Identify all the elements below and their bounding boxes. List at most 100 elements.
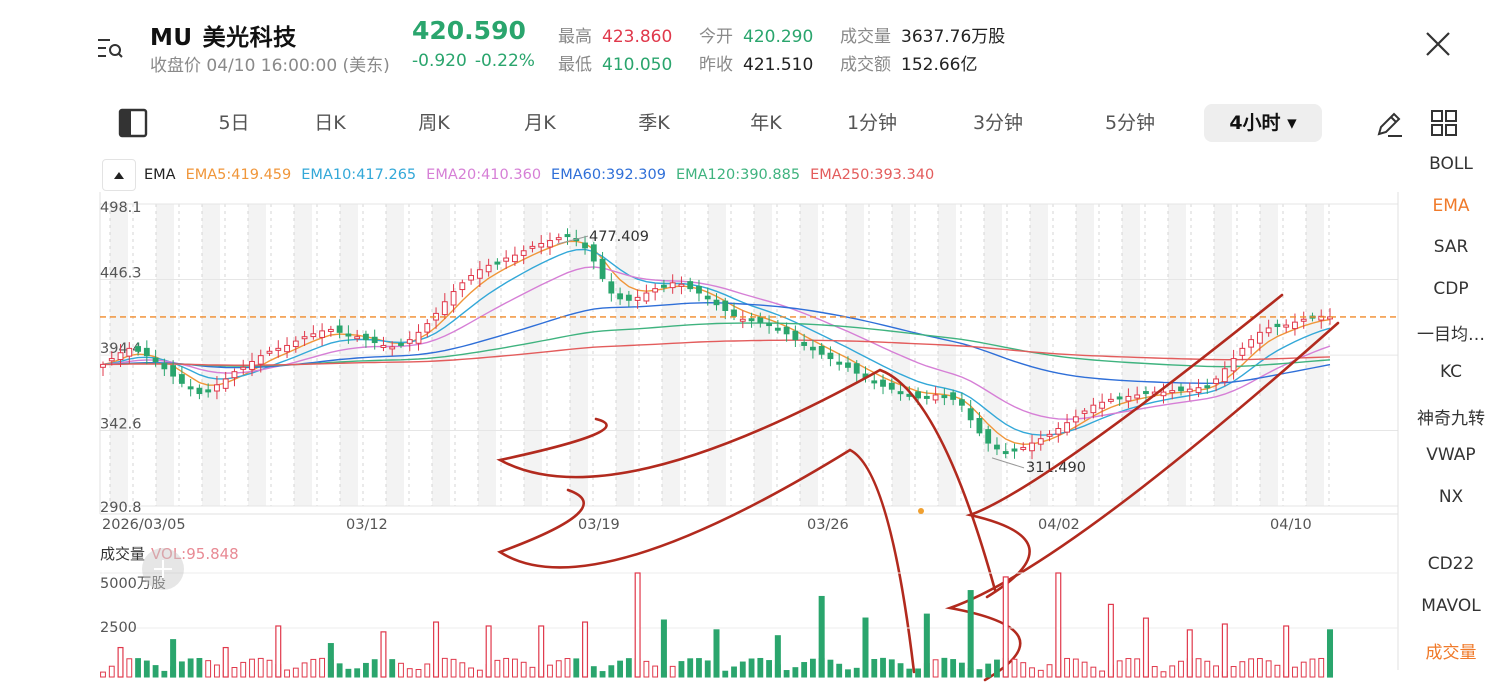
candle-body	[284, 344, 290, 353]
volume-bar	[389, 659, 396, 678]
candle-body	[117, 352, 124, 360]
candle-body	[406, 339, 413, 344]
indicator-option[interactable]: 一目均…	[1417, 325, 1485, 346]
ticker-symbol: MU	[150, 25, 193, 51]
stat-label: 最低	[558, 55, 592, 75]
indicator-option[interactable]: KC	[1439, 362, 1463, 382]
volume-bar	[468, 667, 475, 678]
volume-bar	[608, 665, 615, 678]
candle-body	[1248, 339, 1255, 348]
legend-item-ema: EMA250:393.340	[810, 167, 935, 183]
candle-body	[345, 333, 352, 337]
indicator-option[interactable]: 成交量	[1425, 643, 1477, 663]
indicator-option[interactable]: MAVOL	[1421, 596, 1481, 616]
volume-bar	[1107, 603, 1114, 678]
volume-bar	[1256, 658, 1263, 678]
candle-body	[774, 327, 781, 331]
volume-bar	[441, 657, 448, 678]
tab-5[interactable]: 年K	[750, 112, 782, 134]
candle-body	[564, 234, 571, 238]
candle-body	[1221, 368, 1228, 383]
indicator-option[interactable]: CDP	[1433, 278, 1469, 299]
tab-0[interactable]: 5日	[218, 112, 250, 134]
indicator-option[interactable]: 神奇九转	[1417, 408, 1485, 429]
candle-body	[1292, 321, 1298, 330]
trendline-annotation	[944, 321, 1340, 682]
candle-body	[1116, 396, 1123, 400]
volume-bar	[1230, 666, 1237, 678]
layout-toggle-icon[interactable]	[118, 108, 148, 138]
tab-2[interactable]: 周K	[418, 112, 450, 134]
volume-bar	[503, 657, 510, 678]
legend-item-ema: EMA5:419.459	[185, 167, 292, 183]
add-indicator-button[interactable]	[142, 548, 184, 590]
indicator-option[interactable]: NX	[1438, 486, 1464, 507]
stat-value: 3637.76万股	[901, 27, 1006, 47]
grid-layout-icon[interactable]	[1430, 109, 1458, 137]
candle-body	[1283, 324, 1290, 328]
volume-bar	[1090, 666, 1097, 678]
volume-bar	[406, 668, 413, 678]
volume-bar	[1309, 658, 1316, 678]
indicator-option[interactable]: CD22	[1427, 554, 1475, 574]
volume-bar	[476, 669, 483, 678]
candle-body	[1186, 388, 1193, 393]
indicator-option[interactable]: BOLL	[1429, 154, 1473, 174]
volume-bar	[1142, 617, 1149, 678]
candle-body	[389, 346, 396, 350]
volume-bar	[757, 657, 764, 678]
candle-body	[1107, 398, 1114, 402]
volume-bar	[512, 658, 518, 678]
volume-bar	[1265, 660, 1272, 678]
tab-6[interactable]: 1分钟	[846, 112, 898, 134]
candle-body	[950, 392, 957, 400]
candle-body	[1160, 391, 1167, 397]
candle-body	[678, 283, 685, 287]
volume-bar	[415, 669, 422, 678]
candle-body	[108, 358, 115, 362]
x-tick-label: 03/26	[807, 517, 849, 533]
collapse-legend-button[interactable]	[102, 159, 136, 191]
indicator-option[interactable]: VWAP	[1426, 445, 1476, 466]
stat-value: 421.510	[743, 55, 814, 75]
stat-2: 今开 420.290	[699, 22, 813, 47]
tab-7[interactable]: 3分钟	[972, 112, 1024, 134]
draw-pen-icon[interactable]	[1374, 109, 1404, 139]
candle-body	[976, 417, 983, 434]
candle-body	[880, 379, 886, 387]
candle-body	[967, 408, 974, 421]
tab-9[interactable]: 4小时 ▾	[1204, 104, 1322, 142]
candle-body	[152, 357, 159, 362]
indicator-option[interactable]: SAR	[1433, 237, 1469, 258]
candle-body	[178, 374, 185, 384]
candle-body	[555, 237, 562, 241]
volume-bar	[1283, 625, 1290, 678]
volume-bar	[205, 660, 212, 678]
candle-body	[1002, 451, 1009, 455]
volume-bar	[275, 625, 282, 678]
candlestick-chart[interactable]: 498.1446.3394.4342.6290.8477.409311.4902…	[0, 190, 1402, 691]
x-tick-label: 2026/03/05	[102, 517, 186, 533]
candle-body	[126, 347, 133, 357]
candle-body	[1256, 331, 1263, 344]
tab-1[interactable]: 日K	[314, 112, 346, 134]
volume-bar	[906, 668, 913, 678]
volume-title: 成交量	[100, 545, 146, 563]
candle-body	[582, 242, 588, 249]
close-icon[interactable]	[1424, 30, 1452, 58]
ema-line	[102, 248, 1331, 436]
volume-bar	[1169, 665, 1176, 678]
volume-bar	[433, 621, 440, 678]
volume-bar	[696, 658, 702, 678]
tab-4[interactable]: 季K	[638, 112, 670, 134]
volume-bar	[792, 667, 799, 678]
high-leader	[556, 235, 589, 245]
indicator-option[interactable]: EMA	[1432, 195, 1470, 216]
stat-label: 成交量	[840, 27, 891, 47]
tab-3[interactable]: 月K	[524, 112, 556, 134]
candle-body	[310, 333, 317, 338]
tab-8[interactable]: 5分钟	[1104, 112, 1156, 134]
candle-body	[494, 261, 501, 265]
menu-search-icon[interactable]	[96, 36, 124, 60]
volume-bar	[590, 666, 597, 678]
